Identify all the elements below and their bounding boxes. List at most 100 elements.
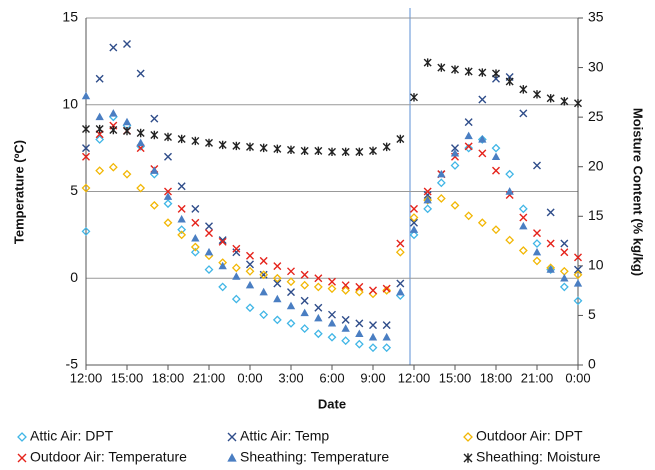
- data-point: [191, 218, 200, 227]
- data-point: [204, 247, 214, 256]
- data-point: [505, 235, 515, 245]
- x-tick-label: 18:00: [152, 370, 185, 385]
- data-point: [287, 145, 295, 155]
- y-tick-label: 5: [70, 182, 78, 198]
- data-point: [423, 195, 432, 204]
- data-point: [163, 199, 173, 209]
- data-point: [546, 94, 555, 103]
- data-point: [272, 273, 282, 283]
- x-tick-label: 9:00: [360, 370, 385, 385]
- x-tick-label: 15:00: [439, 370, 472, 385]
- data-point: [232, 272, 241, 280]
- data-point: [246, 260, 254, 269]
- y2-axis-title: Moisture Content (% kg/kg): [631, 108, 646, 276]
- data-point: [505, 169, 515, 179]
- data-point: [341, 336, 351, 346]
- data-point: [164, 132, 172, 142]
- data-point: [464, 142, 473, 151]
- data-point: [354, 287, 364, 297]
- data-point: [396, 239, 405, 248]
- x-tick-label: 0:00: [565, 370, 590, 385]
- data-point: [560, 97, 569, 106]
- data-point: [533, 161, 541, 170]
- data-point: [259, 310, 269, 320]
- data-point: [122, 117, 132, 126]
- data-point: [559, 282, 569, 292]
- data-point: [451, 65, 459, 74]
- data-point: [177, 182, 186, 191]
- data-point: [245, 266, 255, 276]
- y2-tick-label: 0: [588, 356, 596, 372]
- data-point: [82, 144, 90, 153]
- data-point: [313, 329, 323, 339]
- data-point: [478, 68, 487, 77]
- data-point: [259, 287, 268, 296]
- data-point: [410, 204, 418, 213]
- y-tick-label: 10: [62, 95, 78, 111]
- data-point: [191, 204, 200, 213]
- legend-label: Outdoor Air: DPT: [476, 428, 583, 444]
- data-point: [519, 109, 528, 118]
- data-point: [205, 229, 213, 238]
- data-point: [150, 114, 159, 123]
- data-point: [369, 286, 377, 295]
- data-point: [300, 280, 310, 290]
- data-point: [177, 230, 187, 240]
- data-point: [546, 265, 555, 273]
- data-point: [327, 332, 337, 342]
- data-point: [369, 146, 377, 156]
- data-point: [164, 187, 172, 196]
- data-point: [478, 149, 487, 158]
- data-point: [177, 134, 186, 144]
- data-point: [355, 319, 364, 328]
- data-point: [190, 247, 200, 257]
- data-point: [491, 152, 501, 160]
- data-point: [136, 138, 145, 147]
- data-point: [95, 74, 104, 83]
- data-point: [559, 266, 569, 276]
- data-point: [450, 200, 460, 210]
- y2-tick-label: 35: [588, 9, 604, 25]
- data-point: [82, 124, 90, 134]
- x-tick-label: 21:00: [193, 370, 226, 385]
- data-point: [560, 248, 569, 257]
- data-point: [573, 279, 583, 287]
- data-point: [328, 310, 336, 319]
- data-point: [574, 253, 582, 262]
- data-point: [300, 308, 309, 317]
- data-point: [492, 166, 500, 175]
- data-point: [368, 332, 378, 341]
- data-point: [109, 125, 118, 135]
- y2-tick-label: 25: [588, 108, 604, 124]
- data-point: [410, 218, 418, 227]
- data-point: [491, 143, 501, 153]
- data-point: [423, 190, 432, 199]
- data-point: [518, 246, 528, 255]
- data-point: [232, 244, 241, 253]
- data-point: [464, 131, 473, 140]
- data-point: [218, 261, 227, 270]
- data-point: [259, 270, 268, 279]
- data-point: [532, 256, 542, 266]
- data-point: [218, 237, 227, 246]
- data-point: [519, 85, 528, 94]
- data-point: [273, 262, 282, 271]
- data-point: [136, 69, 145, 78]
- data-point: [574, 99, 582, 108]
- data-point: [231, 294, 241, 304]
- x-tick-label: 12:00: [70, 370, 103, 385]
- data-point: [464, 211, 474, 221]
- x-tick-label: 0:00: [237, 370, 262, 385]
- data-point: [519, 221, 528, 230]
- data-point: [95, 135, 105, 144]
- data-point: [382, 142, 391, 152]
- data-point: [150, 166, 159, 174]
- data-point: [191, 234, 200, 242]
- data-point: [164, 152, 172, 161]
- legend-marker: [227, 432, 237, 442]
- y-tick-label: 15: [62, 9, 78, 25]
- data-point: [81, 183, 91, 193]
- data-point: [409, 230, 419, 240]
